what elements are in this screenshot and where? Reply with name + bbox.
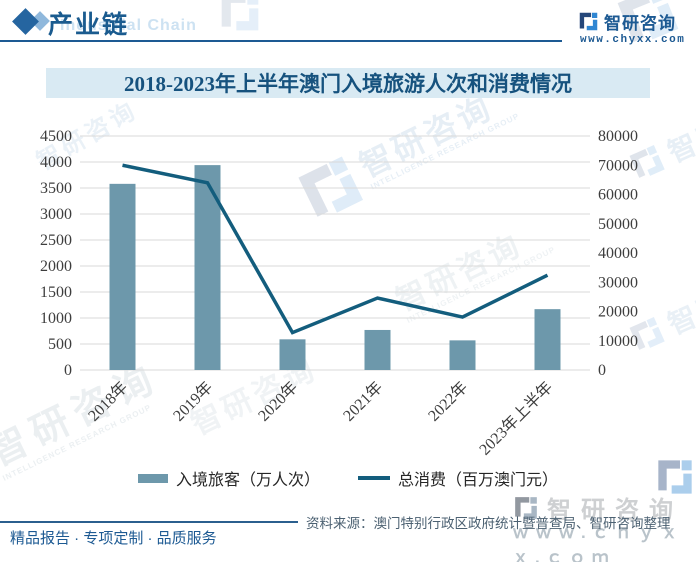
chart-legend: 入境旅客（万人次） 总消费（百万澳门元）: [0, 466, 696, 490]
right-axis-tick: 10000: [598, 333, 638, 350]
watermark-top-center: [218, 0, 262, 34]
left-axis-tick: 2000: [40, 258, 72, 275]
watermark-upper-left: 智研咨询: [29, 90, 143, 176]
watermark-brand-text: 智研咨询: [32, 96, 143, 176]
brand-logo-watermark-icon: [218, 0, 262, 34]
right-axis-tick: 40000: [598, 245, 638, 262]
watermark-brand-text: 智研咨询: [391, 228, 528, 318]
watermark-brand-text: 智研咨询: [0, 356, 167, 475]
consumption-line: [122, 163, 549, 335]
bar-2020年: [279, 339, 306, 370]
right-axis-tick: 50000: [598, 216, 638, 233]
watermark-group-text: INTELLIGENCE RESEARCH GROUP: [369, 111, 521, 192]
x-axis-label: 2019年: [170, 378, 217, 425]
brand-logo-icon: [578, 11, 599, 32]
bar-series-swatch: [137, 473, 168, 483]
brand-logo-watermark-icon: [626, 314, 668, 356]
left-axis-tick: 4500: [40, 128, 72, 145]
watermark-site-text: ｗｗｗ.ｃｈｙｘｘ.ｃｏｍ: [512, 523, 684, 562]
footer-rule: [0, 521, 298, 523]
legend-item-consumption: 总消费（百万澳门元）: [358, 466, 558, 490]
x-axis-label: 2018年: [85, 378, 132, 425]
brand-logo-watermark-icon: [626, 142, 668, 184]
line-series-swatch: [358, 476, 390, 480]
chart-title: 2018-2023年上半年澳门入境旅游人次和消费情况: [124, 72, 572, 96]
left-axis-tick: 2500: [40, 232, 72, 249]
right-axis-tick: 60000: [598, 187, 638, 204]
bar-2019年: [194, 165, 221, 370]
watermark-mid-right: 智研咨询 INTELLIGENCE RESEARCH GROUP: [391, 216, 557, 326]
legend-label: 入境旅客（万人次）: [175, 472, 320, 489]
left-axis-tick: 3500: [40, 180, 72, 197]
header-rule: [0, 40, 562, 42]
watermark-brand-text: 智研: [663, 286, 696, 341]
watermark-bottom-center: 智研咨询: [182, 344, 324, 443]
left-axis-tick: 0: [64, 362, 72, 379]
x-axis-label: 2021年: [340, 378, 387, 425]
legend-item-visitors: 入境旅客（万人次）: [137, 466, 320, 490]
brand-logo-watermark-icon: [292, 150, 370, 228]
brand-logo-block: 智研咨询: [578, 9, 676, 34]
right-axis-tick: 70000: [598, 157, 638, 174]
chart-title-band: 2018-2023年上半年澳门入境旅游人次和消费情况: [46, 68, 650, 98]
footer-tagline: 精品报告 · 专项定制 · 品质服务: [10, 530, 217, 547]
left-axis-tick: 3000: [40, 206, 72, 223]
right-axis-tick: 30000: [598, 274, 638, 291]
section-title-english: Industrial Chain: [60, 17, 197, 34]
watermark-bottom-left: 智研咨询 INTELLIGENCE RESEARCH GROUP: [0, 356, 171, 483]
section-title: 产业链: [48, 11, 130, 39]
right-axis-tick: 20000: [598, 304, 638, 321]
left-axis-tick: 500: [48, 336, 72, 353]
left-axis-tick: 1000: [40, 310, 72, 327]
brand-website: www.chyxx.com: [580, 34, 686, 46]
right-axis-tick: 80000: [598, 128, 638, 145]
data-source: 资料来源：澳门特别行政区政府统计暨普查局、智研咨询整理: [306, 516, 671, 531]
brand-name: 智研咨询: [604, 14, 676, 33]
right-axis-tick: 0: [598, 362, 606, 379]
bar-2018年: [109, 183, 136, 370]
watermark-right-1: 智研: [624, 109, 696, 188]
x-axis-label: 2023年上半年: [476, 378, 557, 459]
legend-label: 总消费（百万澳门元）: [398, 472, 559, 489]
watermark-brand-text: 智研: [663, 114, 696, 169]
x-axis-label: 2022年: [425, 378, 472, 425]
x-axis-label: 2020年: [255, 378, 302, 425]
bar-2022年: [449, 340, 476, 370]
diamond-icon: [12, 8, 39, 35]
watermark-right-2: 智研: [624, 281, 696, 360]
left-axis-tick: 1500: [40, 284, 72, 301]
watermark-brand-text: 智研咨询: [186, 352, 323, 442]
left-axis-tick: 4000: [40, 154, 72, 171]
watermark-group-text: INTELLIGENCE RESEARCH GROUP: [405, 244, 557, 325]
bar-2021年: [364, 329, 391, 370]
bar-2023年上半年: [534, 309, 561, 370]
